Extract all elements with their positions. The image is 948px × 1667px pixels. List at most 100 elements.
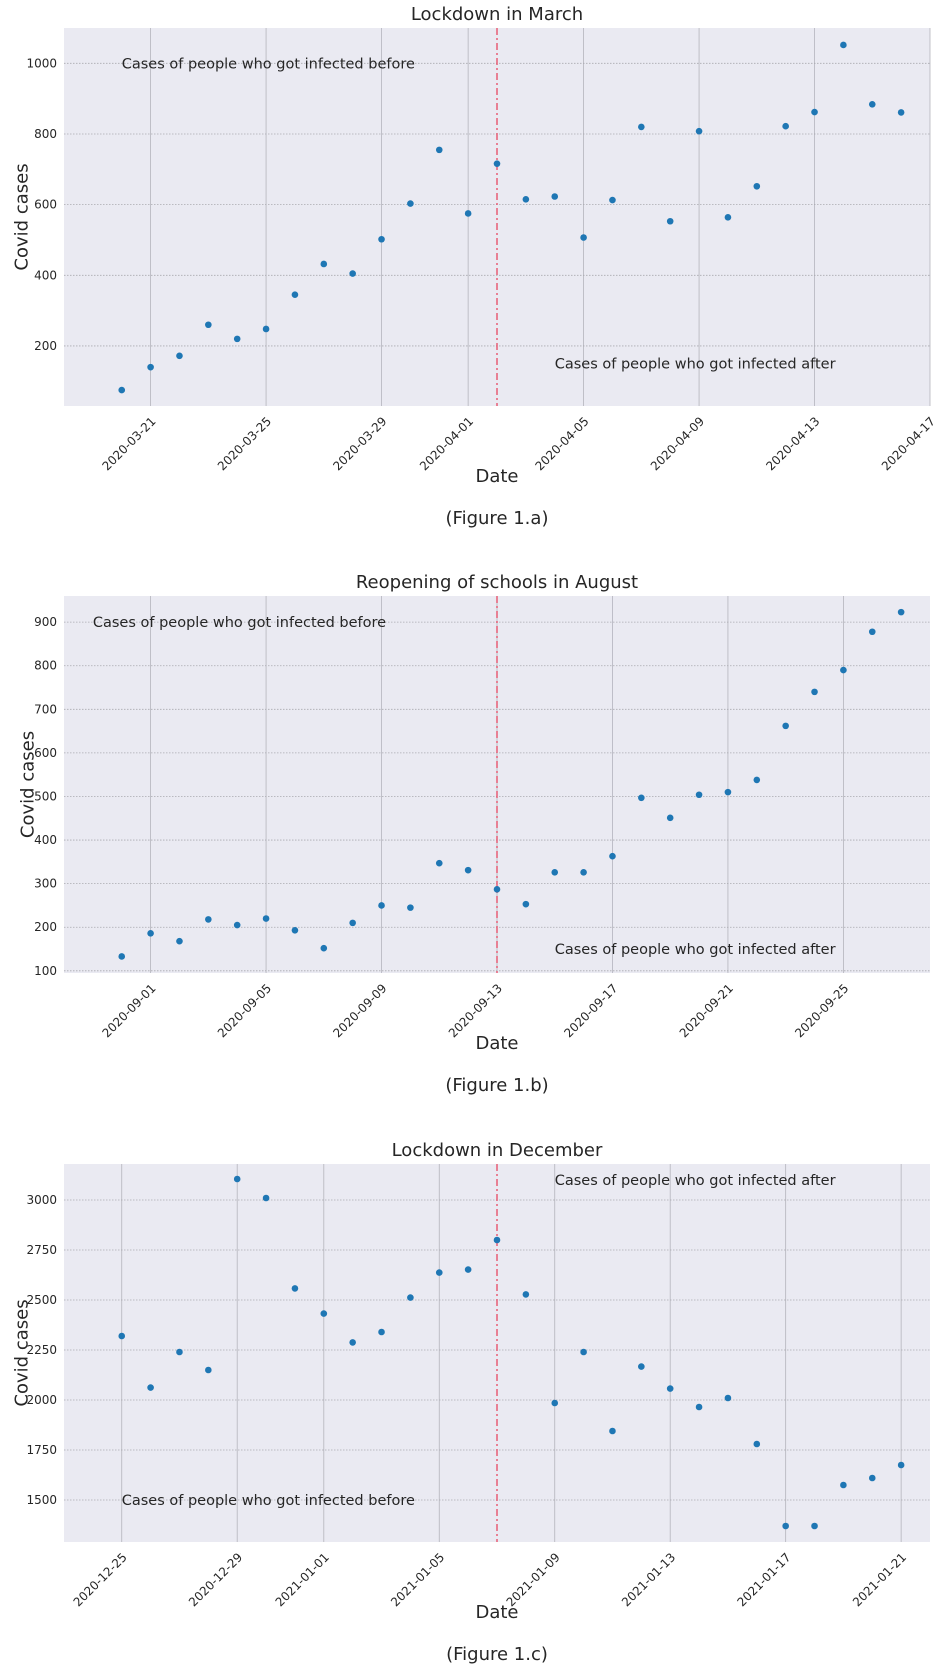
x-tick-label: 2021-01-13 [619,1550,678,1609]
data-point [551,193,559,200]
data-point [522,196,530,203]
x-axis-label: Date [475,466,518,487]
x-tick-label: 2020-09-17 [561,981,620,1040]
data-point [262,915,270,922]
data-point [580,234,587,241]
data-point [320,260,328,268]
data-point [782,122,789,130]
x-tick-label: 2021-01-17 [735,1550,794,1609]
x-tick-label: 2021-01-21 [850,1550,909,1609]
y-tick-label: 600 [34,746,57,760]
annotation: Cases of people who got infected after [555,357,836,373]
data-point [666,1385,674,1392]
x-tick-label: 2021-01-01 [273,1550,332,1609]
annotation: Cases of people who got infected before [122,56,415,72]
data-point [522,1291,530,1298]
data-point [840,1481,847,1489]
data-point [493,1236,501,1244]
data-point [291,926,299,934]
data-point [118,1332,126,1340]
data-point [147,363,154,371]
data-point [782,1522,789,1530]
data-point [868,628,876,636]
chart-title: Lockdown in March [411,4,583,25]
figure-caption: (Figure 1.a) [446,508,549,529]
y-axis-label: Covid cases [12,1299,33,1406]
y-tick-label: 200 [34,339,57,353]
x-tick-label: 2020-04-05 [532,414,591,473]
data-point [811,688,818,696]
x-tick-label: 2020-03-21 [99,414,158,473]
chart-panel-2: Cases of people who got infected before C… [18,572,930,1096]
data-point [666,814,674,822]
y-tick-label: 1500 [26,1493,57,1507]
annotation: Cases of people who got infected after [555,942,836,958]
data-point [753,1440,761,1448]
data-point [349,919,356,927]
data-point [609,852,616,860]
y-tick-label: 3000 [26,1193,57,1207]
data-point [638,1363,645,1370]
data-point [724,1394,732,1402]
x-tick-label: 2020-09-13 [446,981,505,1040]
data-point [724,788,732,796]
y-tick-label: 2750 [26,1243,57,1257]
data-point [262,1194,270,1202]
data-point [695,791,703,799]
data-point [205,916,212,923]
annotation: Cases of people who got infected before [122,1493,415,1509]
data-point [493,886,501,893]
y-tick-label: 2250 [26,1343,57,1357]
annotation: Cases of people who got infected after [555,1173,836,1189]
figure-caption: (Figure 1.b) [445,1075,548,1096]
x-axis-label: Date [475,1602,518,1623]
x-tick-label: 2020-09-05 [215,981,274,1040]
y-tick-label: 800 [34,659,57,673]
data-point [897,109,905,116]
x-tick-label: 2020-03-29 [330,414,389,473]
data-point [118,953,126,960]
y-tick-label: 400 [34,833,57,847]
data-point [291,1285,299,1292]
data-point [147,930,154,937]
data-point [349,270,356,277]
x-tick-label: 2020-09-09 [330,981,389,1040]
y-tick-label: 2000 [26,1393,57,1407]
data-point [176,1348,183,1356]
data-point [580,869,587,876]
data-point [695,127,703,135]
data-point [233,921,241,929]
y-tick-label: 1750 [26,1443,57,1457]
figure-caption: (Figure 1.c) [446,1644,548,1665]
data-point [840,41,847,49]
data-point [378,902,385,909]
chart-title: Reopening of schools in August [356,572,638,593]
x-tick-label: 2020-04-09 [648,414,707,473]
data-point [205,1366,212,1374]
data-point [609,196,616,204]
y-axis-label: Covid cases [12,163,33,270]
x-tick-label: 2020-03-25 [215,414,274,473]
y-tick-label: 200 [34,920,57,934]
chart-panel-1: Cases of people who got infected before C… [12,4,939,529]
data-point [378,1328,385,1336]
data-point [291,291,299,299]
data-point [868,1474,876,1482]
y-tick-label: 100 [34,964,57,978]
data-point [147,1384,154,1391]
y-axis-label: Covid cases [18,731,39,838]
data-point [205,321,212,329]
data-point [435,859,443,867]
data-point [233,335,241,343]
x-tick-label: 2020-04-13 [763,414,822,473]
x-tick-label: 2020-12-29 [186,1550,245,1609]
y-tick-label: 2500 [26,1293,57,1307]
x-tick-label: 2020-09-01 [99,981,158,1040]
x-axis-label: Date [475,1033,518,1054]
data-point [897,1461,905,1469]
data-point [233,1175,241,1183]
x-tick-label: 2020-09-25 [792,981,851,1040]
data-point [551,869,559,876]
y-tick-label: 300 [34,877,57,891]
data-point [378,235,385,243]
